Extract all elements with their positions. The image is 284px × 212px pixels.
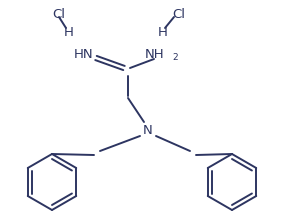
Text: H: H (64, 26, 74, 39)
Text: NH: NH (144, 49, 164, 61)
Text: Cl: Cl (52, 8, 65, 21)
Text: 2: 2 (172, 53, 178, 63)
Text: H: H (158, 26, 168, 39)
Text: Cl: Cl (172, 8, 185, 21)
Text: HN: HN (74, 49, 94, 61)
Text: N: N (143, 124, 153, 137)
